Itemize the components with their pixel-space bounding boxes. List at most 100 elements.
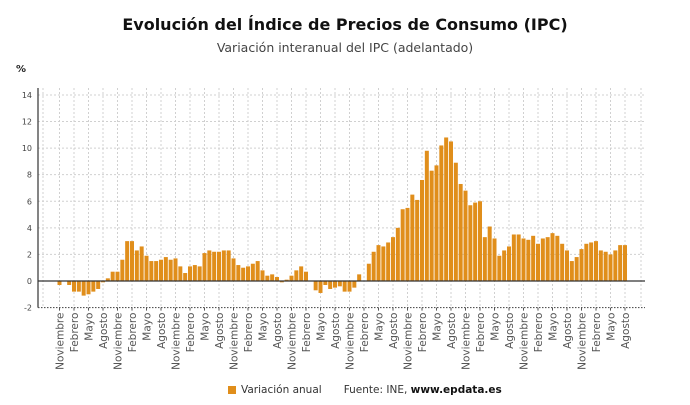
- bar: [386, 242, 391, 281]
- x-tick-label: Noviembre: [228, 313, 240, 370]
- bar: [482, 237, 487, 281]
- x-tick-label: Febrero: [533, 313, 545, 353]
- bar: [120, 259, 125, 281]
- x-tick-label: Mayo: [605, 313, 617, 341]
- bar: [284, 279, 289, 281]
- x-tick-label: Febrero: [301, 313, 313, 353]
- bar: [598, 250, 603, 281]
- chart-subtitle: Variación interanual del IPC (adelantado…: [216, 40, 474, 55]
- bar: [125, 241, 130, 281]
- x-tick-label: Noviembre: [576, 313, 588, 370]
- y-tick-label: 14: [22, 91, 32, 100]
- x-tick-label: Agosto: [388, 313, 400, 349]
- bar: [405, 207, 410, 281]
- legend-label: Variación anual: [241, 384, 322, 396]
- bar: [188, 266, 192, 281]
- x-tick-label: Agosto: [446, 313, 458, 349]
- bar: [487, 226, 492, 281]
- bar: [560, 243, 565, 281]
- bar: [415, 199, 420, 281]
- bar: [154, 261, 159, 281]
- x-tick-label: Noviembre: [54, 313, 66, 370]
- source-prefix: Fuente: INE,: [343, 384, 411, 396]
- bar: [603, 251, 608, 281]
- bar: [410, 194, 415, 281]
- bar: [76, 281, 81, 292]
- bar: [473, 202, 478, 281]
- source-site[interactable]: www.epdata.es: [410, 384, 502, 396]
- x-tick-label: Noviembre: [460, 313, 472, 370]
- bar: [57, 281, 62, 285]
- bar: [589, 242, 594, 281]
- bar: [134, 250, 139, 281]
- bar: [212, 251, 217, 281]
- bar: [623, 245, 627, 281]
- bar: [178, 266, 183, 281]
- bar: [236, 265, 241, 281]
- bar: [608, 254, 613, 281]
- bar: [545, 237, 550, 281]
- bar: [439, 145, 444, 281]
- x-tick-label: Noviembre: [286, 313, 298, 370]
- bar: [569, 261, 574, 281]
- bar: [333, 281, 337, 288]
- bar: [468, 205, 473, 281]
- bar: [594, 241, 598, 281]
- bar: [270, 274, 275, 281]
- bar: [110, 271, 115, 281]
- bar: [342, 281, 347, 292]
- bar: [531, 235, 536, 281]
- bar: [453, 162, 458, 281]
- bar: [279, 281, 284, 283]
- bar: [299, 266, 304, 281]
- y-tick-label: 8: [27, 171, 32, 180]
- bar: [516, 234, 521, 281]
- bar: [478, 201, 482, 281]
- x-tick-label: Mayo: [257, 313, 269, 341]
- y-tick-label: 6: [27, 197, 32, 206]
- bar: [444, 137, 449, 281]
- y-tick-label: 0: [27, 277, 32, 286]
- x-tick-label: Agosto: [504, 313, 516, 349]
- x-tick-label: Febrero: [475, 313, 487, 353]
- bar: [289, 275, 294, 281]
- bar: [246, 266, 250, 281]
- bar: [584, 243, 589, 281]
- legend-swatch: [228, 386, 236, 394]
- bar: [347, 281, 352, 292]
- x-tick-label: Noviembre: [170, 313, 182, 370]
- bar: [424, 150, 429, 281]
- bar: [163, 257, 168, 281]
- x-tick-label: Noviembre: [402, 313, 414, 370]
- y-axis-unit: %: [16, 64, 27, 75]
- x-tick-label: Agosto: [272, 313, 284, 349]
- source-note: Fuente: INE, www.epdata.es: [344, 384, 502, 396]
- bar: [613, 250, 618, 281]
- y-tick-label: 2: [27, 250, 32, 259]
- bar: [618, 245, 623, 281]
- bar: [458, 183, 463, 281]
- x-tick-label: Febrero: [243, 313, 255, 353]
- bar: [260, 270, 265, 281]
- bar: [192, 265, 197, 281]
- bar: [149, 261, 154, 281]
- x-tick-label: Febrero: [69, 313, 81, 353]
- bar: [400, 209, 405, 281]
- x-tick-label: Noviembre: [344, 313, 356, 370]
- bar: [521, 238, 526, 281]
- bar: [318, 281, 323, 293]
- bar: [139, 246, 144, 281]
- bar: [265, 275, 270, 281]
- bar: [366, 263, 371, 281]
- bar: [526, 239, 531, 281]
- x-tick-label: Agosto: [620, 313, 632, 349]
- bar: [420, 179, 424, 281]
- bar: [183, 273, 188, 281]
- bar: [463, 190, 468, 281]
- bar: [168, 259, 173, 281]
- x-tick-label: Mayo: [547, 313, 559, 341]
- x-tick-label: Febrero: [591, 313, 603, 353]
- bar: [304, 271, 308, 281]
